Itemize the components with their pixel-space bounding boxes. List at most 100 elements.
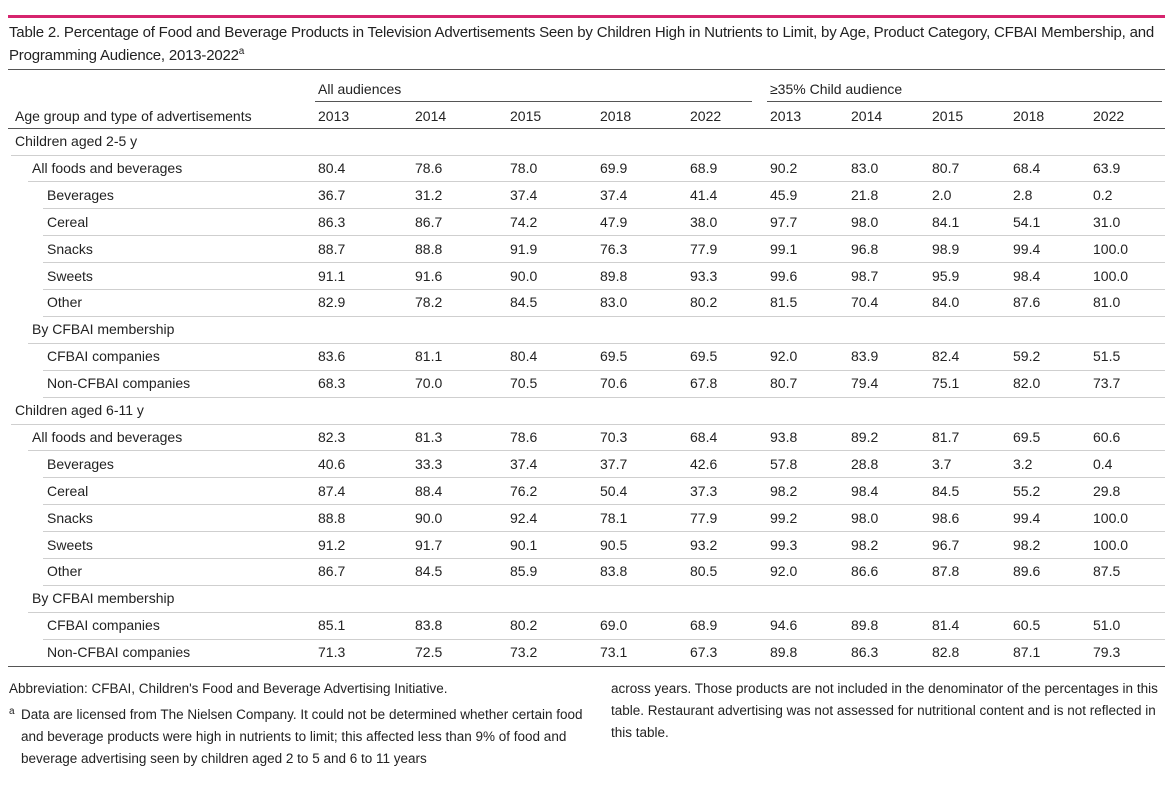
- row-label: CFBAI companies: [47, 348, 160, 365]
- cell: 89.8: [600, 267, 628, 284]
- cell: 86.3: [851, 644, 879, 661]
- cell: 71.3: [318, 644, 346, 661]
- cell: 89.2: [851, 428, 879, 445]
- cell: 37.4: [510, 186, 538, 203]
- cell: 73.2: [510, 644, 538, 661]
- cell: 90.0: [510, 267, 538, 284]
- row-rule: [43, 208, 1165, 210]
- row-rule: [28, 342, 1165, 344]
- cell: 98.0: [851, 213, 879, 230]
- cell: 0.4: [1093, 455, 1113, 472]
- cell: 91.6: [415, 267, 443, 284]
- cell: 92.4: [510, 509, 538, 526]
- cell: 2.0: [932, 186, 952, 203]
- cell: 63.9: [1093, 159, 1121, 176]
- row-rule: [43, 369, 1165, 371]
- row-label: Beverages: [47, 186, 114, 203]
- cell: 29.8: [1093, 482, 1121, 499]
- cell: 98.6: [932, 509, 960, 526]
- cell: 78.6: [415, 159, 443, 176]
- row-header: Age group and type of advertisements: [15, 108, 252, 124]
- column-header: 2014: [415, 108, 447, 124]
- row-label: Snacks: [47, 240, 93, 257]
- cell: 36.7: [318, 186, 346, 203]
- cell: 91.1: [318, 267, 346, 284]
- cell: 33.3: [415, 455, 443, 472]
- cell: 78.2: [415, 294, 443, 311]
- row-label: Cereal: [47, 482, 89, 499]
- cell: 100.0: [1093, 536, 1129, 553]
- cell: 69.0: [600, 617, 628, 634]
- cell: 99.4: [1013, 240, 1041, 257]
- cell: 37.7: [600, 455, 628, 472]
- cell: 37.4: [600, 186, 628, 203]
- cell: 81.4: [932, 617, 960, 634]
- cell: 91.2: [318, 536, 346, 553]
- cell: 83.9: [851, 348, 879, 365]
- cell: 98.4: [1013, 267, 1041, 284]
- cell: 74.2: [510, 213, 538, 230]
- column-group-header: ≥35% Child audience: [770, 81, 903, 97]
- cell: 77.9: [690, 509, 718, 526]
- cell: 21.8: [851, 186, 879, 203]
- row-rule: [28, 181, 1165, 183]
- cell: 67.3: [690, 644, 718, 661]
- cell: 99.3: [770, 536, 798, 553]
- row-label: By CFBAI membership: [32, 590, 175, 607]
- cell: 70.3: [600, 428, 628, 445]
- cell: 85.9: [510, 563, 538, 580]
- cell: 90.0: [415, 509, 443, 526]
- row-label: Snacks: [47, 509, 93, 526]
- cell: 99.1: [770, 240, 798, 257]
- cell: 81.0: [1093, 294, 1121, 311]
- row-rule: [43, 315, 1165, 317]
- cell: 60.5: [1013, 617, 1041, 634]
- footnote: a Data are licensed from The Nielsen Comp…: [9, 706, 583, 767]
- cell: 41.4: [690, 186, 718, 203]
- cell: 89.8: [770, 644, 798, 661]
- cell: 82.4: [932, 348, 960, 365]
- cell: 83.0: [851, 159, 879, 176]
- row-label: Beverages: [47, 455, 114, 472]
- row-rule: [28, 450, 1165, 452]
- group-rule: [767, 101, 1162, 102]
- cell: 79.3: [1093, 644, 1121, 661]
- row-rule: [43, 289, 1165, 290]
- cell: 69.5: [600, 348, 628, 365]
- cell: 31.0: [1093, 213, 1121, 230]
- cell: 85.1: [318, 617, 346, 634]
- cell: 83.6: [318, 348, 346, 365]
- cell: 90.5: [600, 536, 628, 553]
- cell: 80.7: [770, 375, 798, 392]
- cell: 83.8: [600, 563, 628, 580]
- cell: 51.0: [1093, 617, 1121, 634]
- cell: 67.8: [690, 375, 718, 392]
- cell: 93.3: [690, 267, 718, 284]
- row-rule: [11, 154, 1165, 156]
- cell: 87.5: [1093, 563, 1121, 580]
- cell: 70.6: [600, 375, 628, 392]
- cell: 87.6: [1013, 294, 1041, 311]
- cell: 80.4: [318, 159, 346, 176]
- cell: 92.0: [770, 563, 798, 580]
- cell: 87.1: [1013, 644, 1041, 661]
- cell: 40.6: [318, 455, 346, 472]
- cell: 98.9: [932, 240, 960, 257]
- cell: 78.1: [600, 509, 628, 526]
- cell: 82.9: [318, 294, 346, 311]
- cell: 100.0: [1093, 240, 1129, 257]
- row-rule: [43, 235, 1165, 237]
- row-label: Sweets: [47, 267, 93, 284]
- cell: 68.4: [690, 428, 718, 445]
- cell: 82.3: [318, 428, 346, 445]
- cell: 73.7: [1093, 375, 1121, 392]
- cell: 93.8: [770, 428, 798, 445]
- column-header: 2015: [932, 108, 964, 124]
- title-text: Table 2. Percentage of Food and Beverage…: [9, 24, 1155, 64]
- column-header: 2014: [851, 108, 883, 124]
- cell: 86.3: [318, 213, 346, 230]
- cell: 2.8: [1013, 186, 1033, 203]
- cell: 70.4: [851, 294, 879, 311]
- cell: 60.6: [1093, 428, 1121, 445]
